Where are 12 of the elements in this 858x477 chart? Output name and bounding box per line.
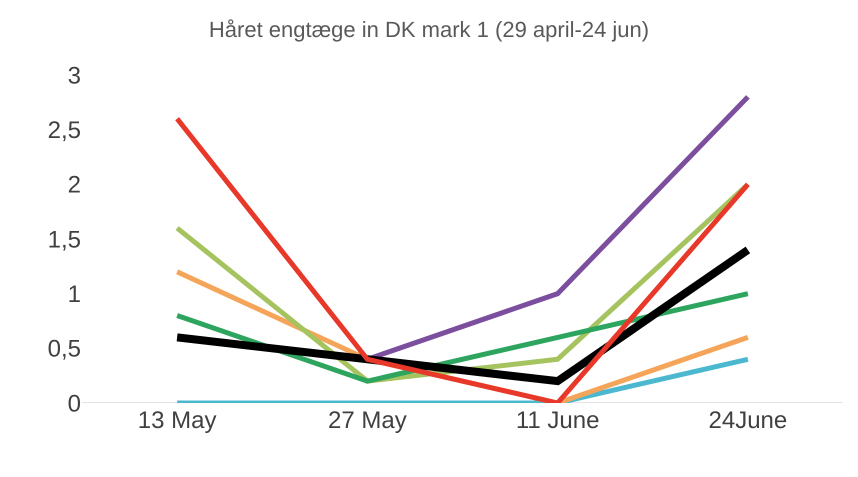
x-tick-label: 13 May bbox=[138, 407, 216, 434]
y-tick-label: 3 bbox=[68, 62, 81, 90]
chart-title: Håret engtæge in DK mark 1 (29 april-24 jun) bbox=[208, 16, 650, 42]
x-tick-label: 24June bbox=[708, 407, 788, 434]
y-tick-label: 1,5 bbox=[48, 226, 81, 254]
y-tick-label: 0 bbox=[68, 390, 81, 418]
x-tick-label: 27 May bbox=[328, 407, 407, 434]
y-tick-label: 0,5 bbox=[48, 336, 81, 363]
y-tick-label: 2,5 bbox=[48, 117, 81, 144]
y-tick-label: 1 bbox=[68, 281, 81, 308]
x-tick-label: 11 June bbox=[516, 407, 600, 434]
y-tick-label: 2 bbox=[68, 172, 81, 199]
